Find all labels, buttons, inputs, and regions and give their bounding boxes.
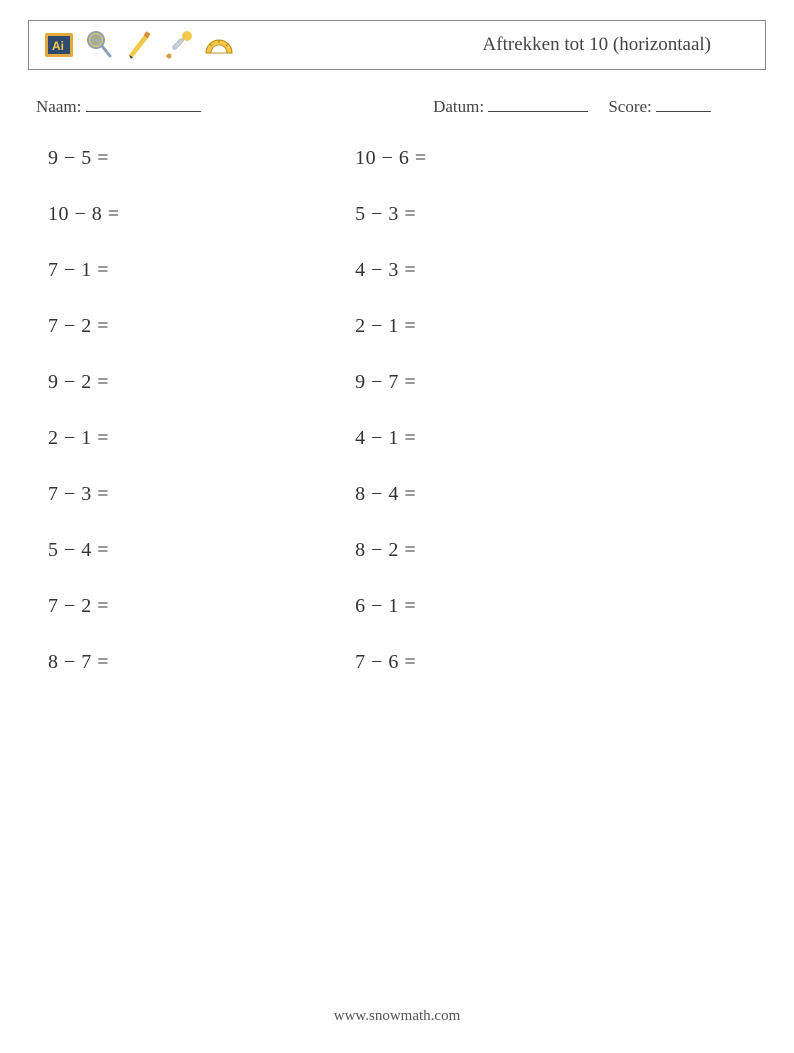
problem: 9 − 5 = bbox=[48, 147, 355, 170]
problem: 2 − 1 = bbox=[355, 315, 662, 338]
date-field: Datum: bbox=[433, 94, 588, 117]
problem: 7 − 3 = bbox=[48, 483, 355, 506]
problems-col-1: 9 − 5 = 10 − 8 = 7 − 1 = 7 − 2 = 9 − 2 = 2 − … bbox=[48, 147, 355, 707]
header-box: Ai bbox=[28, 20, 766, 70]
svg-text:Ai: Ai bbox=[52, 39, 64, 53]
problem: 6 − 1 = bbox=[355, 595, 662, 618]
date-blank bbox=[488, 94, 588, 112]
problems-col-2: 10 − 6 = 5 − 3 = 4 − 3 = 2 − 1 = 9 − 7 = 4 − … bbox=[355, 147, 662, 707]
problem: 7 − 2 = bbox=[48, 595, 355, 618]
header-icons: Ai bbox=[43, 29, 235, 61]
pencil-icon bbox=[123, 29, 155, 61]
score-field: Score: bbox=[608, 94, 711, 117]
worksheet-title: Aftrekken tot 10 (horizontaal) bbox=[483, 34, 751, 56]
date-label: Datum: bbox=[433, 97, 484, 116]
protractor-icon bbox=[203, 29, 235, 61]
name-blank bbox=[86, 94, 201, 112]
problem: 8 − 7 = bbox=[48, 651, 355, 674]
problem: 8 − 4 = bbox=[355, 483, 662, 506]
info-row: Naam: Datum: Score: bbox=[28, 94, 766, 117]
problem: 7 − 1 = bbox=[48, 259, 355, 282]
score-label: Score: bbox=[608, 97, 651, 116]
magnifier-icon bbox=[83, 29, 115, 61]
problem: 2 − 1 = bbox=[48, 427, 355, 450]
problem: 10 − 8 = bbox=[48, 203, 355, 226]
problem: 7 − 6 = bbox=[355, 651, 662, 674]
name-field: Naam: bbox=[36, 94, 433, 117]
problem: 7 − 2 = bbox=[48, 315, 355, 338]
problem: 9 − 2 = bbox=[48, 371, 355, 394]
dropper-icon bbox=[163, 29, 195, 61]
problems-area: 9 − 5 = 10 − 8 = 7 − 1 = 7 − 2 = 9 − 2 = 2 − … bbox=[28, 147, 766, 707]
problem: 4 − 1 = bbox=[355, 427, 662, 450]
problem: 4 − 3 = bbox=[355, 259, 662, 282]
footer-url: www.snowmath.com bbox=[0, 1008, 794, 1025]
score-blank bbox=[656, 94, 711, 112]
problem: 8 − 2 = bbox=[355, 539, 662, 562]
problem: 5 − 3 = bbox=[355, 203, 662, 226]
name-label: Naam: bbox=[36, 97, 81, 116]
chalkboard-icon: Ai bbox=[43, 29, 75, 61]
problem: 10 − 6 = bbox=[355, 147, 662, 170]
problem: 5 − 4 = bbox=[48, 539, 355, 562]
problem: 9 − 7 = bbox=[355, 371, 662, 394]
